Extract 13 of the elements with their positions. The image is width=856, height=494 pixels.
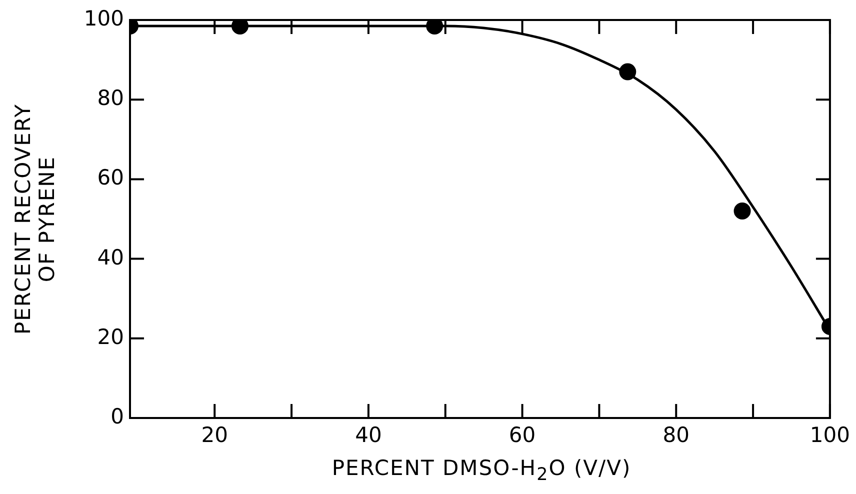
x-tick-label: 100 (810, 423, 850, 448)
y-tick-label: 100 (84, 6, 124, 30)
x-tick-label: 80 (662, 423, 690, 448)
y-tick-label: 40 (97, 245, 124, 270)
y-tick-label: 20 (97, 324, 124, 349)
y-axis-title: PERCENT RECOVERY OF PYRENE (11, 102, 59, 337)
x-tick-label: 60 (508, 423, 536, 448)
x-tick-label: 20 (201, 423, 228, 448)
y-tick-label: 80 (97, 86, 124, 110)
x-axis-title: PERCENT DMSO-H$_{2}$O (V/V) (330, 456, 632, 486)
x-tick-label: 40 (355, 423, 382, 448)
y-tick-label: 0 (110, 404, 124, 428)
y-tick-label: 60 (97, 166, 124, 190)
